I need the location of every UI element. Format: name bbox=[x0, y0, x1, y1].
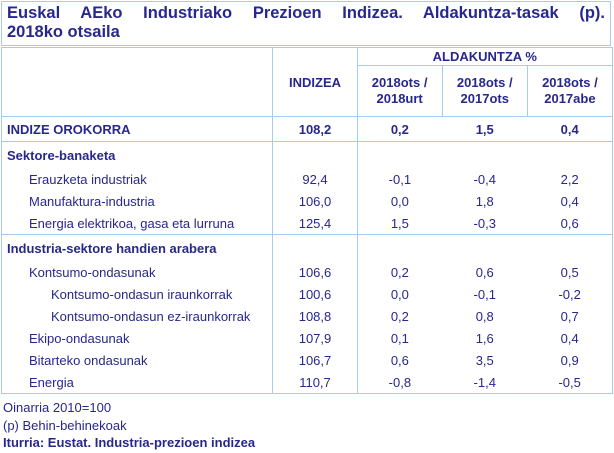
indizea-cell bbox=[272, 141, 358, 168]
table-row-energia: Energia 110,7 -0,8 -1,4 -0,5 bbox=[1, 371, 613, 394]
indizea-cell: 106,6 bbox=[272, 261, 358, 283]
value-cell bbox=[442, 141, 528, 168]
value-cell bbox=[357, 234, 443, 261]
row-label-cell: INDIZE OROKORRA bbox=[1, 116, 274, 142]
value-cell: 0,4 bbox=[560, 193, 579, 209]
value-cell: -0,4 bbox=[473, 171, 496, 187]
value-cell: 3,5 bbox=[475, 352, 494, 368]
col-subheader-2017abe: 2018ots / 2017abe bbox=[526, 65, 613, 117]
value-cell: 0,6 bbox=[560, 215, 579, 231]
value-cell: 1,5 bbox=[475, 121, 494, 137]
value-cell: 0,5 bbox=[560, 264, 579, 280]
value-cell: 0,6 bbox=[390, 352, 409, 368]
source-line: Iturria: Eustat. Industria-prezioen indi… bbox=[3, 435, 256, 450]
indizea-cell: 107,9 bbox=[272, 327, 358, 349]
col-subheader-2018urt: 2018ots / 2018urt bbox=[357, 65, 443, 117]
indizea-cell: 125,4 bbox=[272, 212, 358, 235]
indizea-cell: 100,6 bbox=[272, 283, 358, 305]
value-cell: -0,8 bbox=[388, 374, 412, 390]
table-row-indize-orokorra: INDIZE OROKORRA 108,2 0,2 1,5 0,4 bbox=[1, 116, 613, 142]
value-cell: 1,5 bbox=[390, 215, 409, 231]
row-label-cell: Energia bbox=[1, 371, 274, 394]
table-row-kontsumo-ez-iraunkorrak: Kontsumo-ondasun ez-iraunkorrak 108,8 0,… bbox=[1, 305, 613, 327]
value-cell bbox=[442, 234, 528, 261]
price-index-table: INDIZEA ALDAKUNTZA % 2018ots / 2018urt 2… bbox=[1, 47, 613, 394]
table-row-kontsumo-iraunkorrak: Kontsumo-ondasun iraunkorrak 100,6 0,0 -… bbox=[1, 283, 613, 305]
value-cell: 0,8 bbox=[475, 308, 494, 324]
corner-header-cell bbox=[1, 47, 274, 117]
col-header-indizea: INDIZEA bbox=[272, 47, 358, 117]
value-cell: 0,2 bbox=[390, 308, 409, 324]
value-cell: 0,2 bbox=[390, 121, 409, 137]
indizea-cell: 110,7 bbox=[272, 371, 358, 394]
subheader-line: 2018ots / bbox=[542, 75, 598, 90]
row-label-cell: Energia elektrikoa, gasa eta lurruna bbox=[1, 212, 274, 235]
indizea-cell: 92,4 bbox=[272, 168, 358, 190]
value-cell: 0,7 bbox=[560, 308, 579, 324]
value-cell: 2,2 bbox=[560, 171, 579, 187]
subheader-line: 2017abe bbox=[544, 91, 596, 106]
value-cell: 0,0 bbox=[390, 193, 409, 209]
row-label-cell: Ekipo-ondasunak bbox=[1, 327, 274, 349]
page-title-line2: 2018ko otsaila bbox=[7, 23, 120, 41]
value-cell: -0,1 bbox=[388, 171, 412, 187]
row-label-cell: Kontsumo-ondasun ez-iraunkorrak bbox=[1, 305, 274, 327]
table-row-manufaktura: Manufaktura-industria 106,0 0,0 1,8 0,4 bbox=[1, 190, 613, 212]
table-row-ekipo-ondasunak: Ekipo-ondasunak 107,9 0,1 1,6 0,4 bbox=[1, 327, 613, 349]
section-label-cell: Industria-sektore handien arabera bbox=[1, 234, 274, 261]
table-section-sektore-banaketa: Sektore-banaketa bbox=[1, 141, 613, 168]
subheader-line: 2017ots bbox=[460, 91, 509, 106]
row-label-cell: Erauzketa industriak bbox=[1, 168, 274, 190]
indizea-cell: 108,2 bbox=[272, 116, 358, 142]
table-row-energia-elektrikoa: Energia elektrikoa, gasa eta lurruna 125… bbox=[1, 212, 613, 235]
value-cell: -0,1 bbox=[473, 286, 496, 302]
page-title: Euskal AEko Industriako Prezioen Indizea… bbox=[1, 1, 611, 46]
table-row-erauzketa: Erauzketa industriak 92,4 -0,1 -0,4 2,2 bbox=[1, 168, 613, 190]
section-label-cell: Sektore-banaketa bbox=[1, 141, 274, 168]
col-subheader-2017ots: 2018ots / 2017ots bbox=[441, 65, 528, 117]
value-cell bbox=[527, 234, 613, 261]
table-section-industria-sektore: Industria-sektore handien arabera bbox=[1, 234, 613, 261]
row-label-cell: Bitarteko ondasunak bbox=[1, 349, 274, 371]
footer-notes: Oinarria 2010=100 (p) Behin-behinekoak I… bbox=[3, 399, 611, 452]
value-cell: 0,6 bbox=[475, 264, 494, 280]
value-cell bbox=[527, 141, 613, 168]
value-cell: -0,5 bbox=[558, 374, 581, 390]
page-title-line1: Euskal AEko Industriako Prezioen Indizea… bbox=[7, 4, 605, 22]
row-label-cell: Kontsumo-ondasun iraunkorrak bbox=[1, 283, 274, 305]
row-label-cell: Kontsumo-ondasunak bbox=[1, 261, 274, 283]
value-cell: -1,4 bbox=[473, 374, 496, 390]
footnote-base: Oinarria 2010=100 bbox=[3, 400, 112, 415]
value-cell: 0,4 bbox=[560, 121, 579, 137]
value-cell: 0,2 bbox=[390, 264, 409, 280]
indizea-cell: 106,7 bbox=[272, 349, 358, 371]
col-header-aldakuntza: ALDAKUNTZA % bbox=[357, 47, 613, 66]
indizea-cell bbox=[272, 234, 358, 261]
value-cell bbox=[357, 141, 443, 168]
value-cell: 0,1 bbox=[390, 330, 409, 346]
value-cell: -0,2 bbox=[558, 286, 581, 302]
value-cell: 1,6 bbox=[475, 330, 494, 346]
value-cell: -0,3 bbox=[473, 215, 496, 231]
value-cell: 0,9 bbox=[560, 352, 579, 368]
indizea-cell: 106,0 bbox=[272, 190, 358, 212]
footnote-provisional: (p) Behin-behinekoak bbox=[3, 417, 127, 433]
table-row-bitarteko-ondasunak: Bitarteko ondasunak 106,7 0,6 3,5 0,9 bbox=[1, 349, 613, 371]
table-row-kontsumo-ondasunak: Kontsumo-ondasunak 106,6 0,2 0,6 0,5 bbox=[1, 261, 613, 283]
subheader-line: 2018urt bbox=[376, 91, 423, 106]
subheader-line: 2018ots / bbox=[371, 75, 428, 90]
row-label-cell: Manufaktura-industria bbox=[1, 190, 274, 212]
value-cell: 1,8 bbox=[475, 193, 494, 209]
value-cell: 0,0 bbox=[390, 286, 409, 302]
indizea-cell: 108,8 bbox=[272, 305, 358, 327]
value-cell: 0,4 bbox=[560, 330, 579, 346]
subheader-line: 2018ots / bbox=[456, 75, 513, 90]
